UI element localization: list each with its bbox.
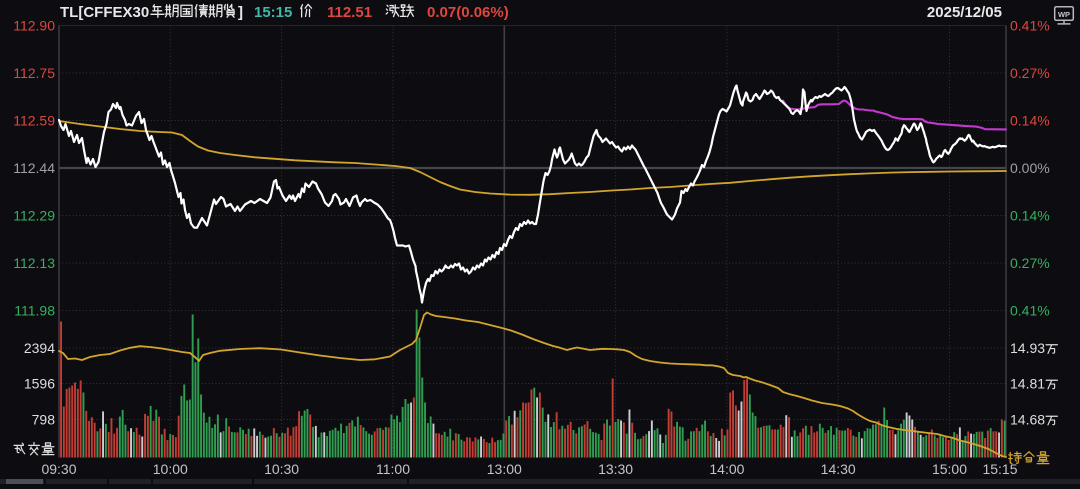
svg-text:09:30: 09:30 [41, 461, 76, 477]
svg-text:112.44: 112.44 [13, 160, 55, 176]
svg-text:112.13: 112.13 [13, 255, 55, 271]
svg-text:11:00: 11:00 [376, 461, 410, 477]
svg-text:15:15: 15:15 [254, 4, 292, 21]
svg-text:0.14%: 0.14% [1010, 113, 1050, 129]
svg-text:10:00: 10:00 [153, 461, 188, 477]
svg-text:14.93: 14.93 [1010, 340, 1045, 356]
svg-text:112.51: 112.51 [327, 4, 372, 21]
svg-text:15:15: 15:15 [982, 461, 1017, 477]
svg-text:14:30: 14:30 [821, 461, 856, 477]
svg-text:0.41%: 0.41% [1010, 18, 1050, 34]
svg-text:0.14%: 0.14% [1010, 208, 1050, 224]
svg-text:14:00: 14:00 [709, 461, 744, 477]
svg-text:0.07(0.06%): 0.07(0.06%) [427, 4, 509, 21]
svg-text:0.00%: 0.00% [1010, 160, 1050, 176]
svg-text:13:00: 13:00 [487, 461, 522, 477]
svg-text:112.90: 112.90 [13, 18, 55, 34]
svg-text:0.27%: 0.27% [1010, 255, 1050, 271]
svg-text:112.59: 112.59 [13, 113, 55, 129]
svg-text:14.81: 14.81 [1010, 376, 1045, 392]
svg-text:WP: WP [1058, 10, 1070, 19]
svg-text:1596: 1596 [24, 376, 55, 392]
svg-text:TL[CFFEX30: TL[CFFEX30 [60, 4, 149, 21]
svg-text:112.75: 112.75 [13, 65, 55, 81]
svg-text:13:30: 13:30 [598, 461, 633, 477]
svg-text:0.27%: 0.27% [1010, 65, 1050, 81]
svg-text:111.98: 111.98 [14, 303, 55, 319]
svg-text:2394: 2394 [24, 340, 55, 356]
svg-text:]: ] [238, 4, 243, 21]
svg-text:2025/12/05: 2025/12/05 [927, 4, 1002, 21]
svg-text:112.29: 112.29 [13, 208, 55, 224]
svg-text:10:30: 10:30 [264, 461, 299, 477]
svg-text:14.68: 14.68 [1010, 412, 1045, 428]
svg-text:0.41%: 0.41% [1010, 303, 1050, 319]
svg-text:15:00: 15:00 [932, 461, 967, 477]
svg-text:798: 798 [32, 412, 56, 428]
